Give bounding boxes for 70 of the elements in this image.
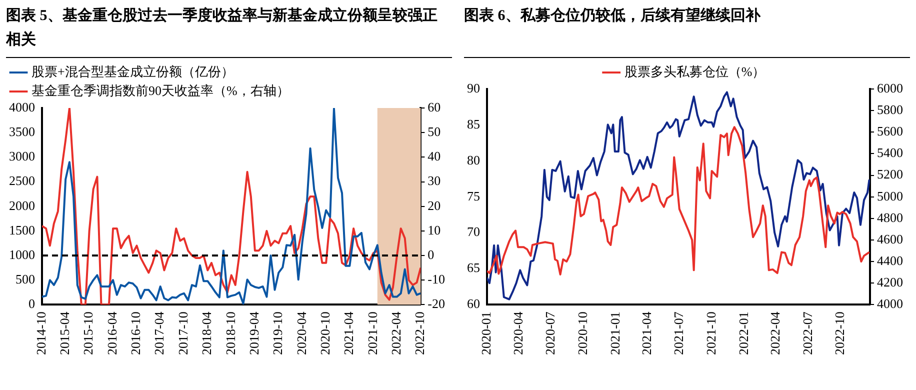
legend-label: 股票+混合型基金成立份额（亿份） <box>32 64 234 79</box>
x-tick-label: 2022-10 <box>832 312 848 356</box>
y-tick-label: 90 <box>467 80 480 96</box>
y2-tick-label: 5200 <box>877 166 903 182</box>
legend-label: 基金重仓季调指数前90天收益率（%，右轴） <box>32 82 290 98</box>
x-tick-label: 2015-10 <box>80 312 96 356</box>
y2-tick-label: 60 <box>428 99 441 114</box>
y-tick-label: 0 <box>28 296 35 312</box>
y2-tick-label: 30 <box>428 173 441 188</box>
x-tick-label: 2014-10 <box>33 312 48 356</box>
x-tick-label: 2020-10 <box>317 312 332 356</box>
y-tick-label: 70 <box>467 224 480 240</box>
x-tick-label: 2022-04 <box>768 311 783 356</box>
y-tick-label: 1500 <box>9 222 35 238</box>
x-tick-label: 2020-10 <box>574 312 590 356</box>
x-tick-label: 2021-07 <box>671 311 686 356</box>
x-tick-label: 2021-10 <box>364 312 380 356</box>
y2-tick-label: 5600 <box>877 124 903 139</box>
y2-tick-label: 4600 <box>877 231 903 246</box>
x-tick-label: 2022-01 <box>736 312 751 356</box>
y-tick-label: 3000 <box>9 148 35 164</box>
y2-tick-label: 10 <box>428 222 441 238</box>
y2-tick-label: 4400 <box>877 252 903 268</box>
y2-tick-label: 0 <box>428 246 434 262</box>
x-tick-label: 2021-04 <box>341 311 356 356</box>
x-tick-label: 2017-10 <box>175 312 190 356</box>
y2-tick-label: 5800 <box>877 102 903 117</box>
y2-tick-label: 4200 <box>877 274 903 290</box>
x-tick-label: 2020-01 <box>478 312 494 356</box>
y-tick-label: 80 <box>467 152 480 168</box>
x-tick-label: 2019-04 <box>246 311 262 356</box>
y2-tick-label: 20 <box>428 198 441 213</box>
y2-tick-label: 4800 <box>877 210 903 225</box>
x-tick-label: 2017-04 <box>152 311 167 356</box>
y2-tick-label: -20 <box>428 296 446 312</box>
chart-title: 图表 6、私募仓位仍较低，后续有望继续回补 <box>464 0 910 58</box>
y-tick-label: 4000 <box>9 99 35 114</box>
x-tick-label: 2020-04 <box>294 311 309 356</box>
x-tick-label: 2016-04 <box>104 311 120 356</box>
x-tick-label: 2021-04 <box>639 311 654 356</box>
y-tick-label: 65 <box>467 260 480 276</box>
y-tick-label: 2500 <box>9 173 35 188</box>
x-tick-label: 2021-10 <box>704 312 719 356</box>
y2-tick-label: 40 <box>428 148 441 164</box>
y-tick-label: 60 <box>467 296 480 312</box>
x-tick-label: 2022-04 <box>388 311 404 356</box>
x-tick-label: 2022-10 <box>412 312 428 356</box>
legend-label: 股票多头私募仓位（%） <box>624 64 766 79</box>
y-tick-label: 500 <box>16 272 35 287</box>
y-tick-label: 75 <box>467 188 480 204</box>
chart-title: 图表 5、基金重仓股过去一季度收益率与新基金成立份额呈较强正相关 <box>6 0 452 58</box>
x-tick-label: 2020-07 <box>542 311 558 356</box>
y-tick-label: 1000 <box>9 246 35 262</box>
y2-tick-label: -10 <box>428 272 446 287</box>
y2-tick-label: 5000 <box>877 188 903 204</box>
y2-tick-label: 4000 <box>877 296 903 312</box>
x-tick-label: 2015-04 <box>57 311 72 356</box>
y2-tick-label: 6000 <box>877 80 903 96</box>
y-tick-label: 2000 <box>9 198 35 213</box>
x-tick-label: 2022-07 <box>800 311 815 356</box>
y-tick-label: 3500 <box>9 124 35 140</box>
x-tick-label: 2020-04 <box>510 311 526 356</box>
x-tick-label: 2019-10 <box>270 312 286 356</box>
x-tick-label: 2016-10 <box>128 312 144 356</box>
x-tick-label: 2018-10 <box>222 312 238 356</box>
y-tick-label: 85 <box>467 116 480 132</box>
y2-tick-label: 50 <box>428 124 441 140</box>
x-tick-label: 2021-01 <box>607 312 622 356</box>
x-tick-label: 2018-04 <box>199 311 214 356</box>
y2-tick-label: 5400 <box>877 145 903 160</box>
